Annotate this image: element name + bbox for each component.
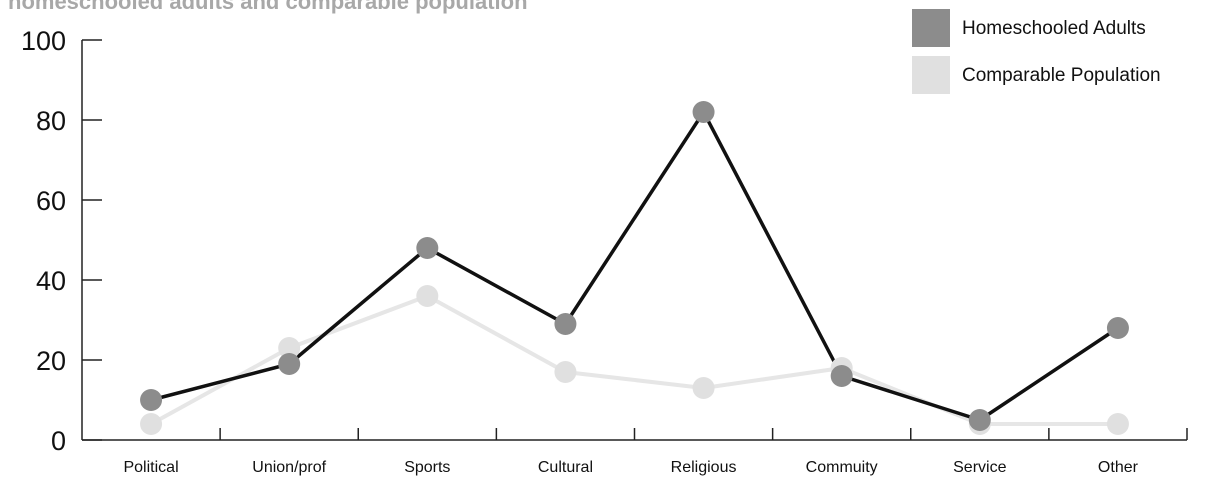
data-point-homeschooled-adults-cultural: [554, 313, 577, 335]
data-point-comparable-population-union-prof: [278, 337, 301, 359]
y-tick-label: 0: [51, 426, 66, 456]
x-tick-label: Other: [1098, 459, 1139, 476]
legend-swatch-homeschooled-adults: [912, 9, 950, 47]
y-tick-label: 80: [36, 106, 66, 136]
data-point-comparable-population-cultural: [554, 361, 577, 383]
y-tick-label: 40: [36, 266, 66, 296]
data-point-comparable-population-other: [1106, 413, 1129, 435]
x-tick-label: Religious: [671, 459, 737, 476]
x-tick-label: Political: [123, 459, 178, 476]
legend-label-homeschooled-adults: Homeschooled Adults: [962, 18, 1146, 39]
series-line-comparable-population: [150, 294, 1118, 426]
data-point-comparable-population-sports: [416, 285, 439, 307]
legend: Homeschooled Adults Comparable Population: [912, 9, 1161, 94]
y-tick-label: 100: [21, 26, 66, 56]
data-point-comparable-population-political: [140, 413, 163, 435]
series-lines: [150, 110, 1119, 426]
data-point-homeschooled-adults-commuity: [830, 365, 853, 387]
x-tick-label: Cultural: [538, 459, 593, 476]
data-point-homeschooled-adults-union-prof: [278, 353, 301, 375]
data-point-homeschooled-adults-service: [968, 409, 991, 431]
x-tick-label: Union/prof: [252, 459, 326, 476]
data-point-homeschooled-adults-religious: [692, 101, 715, 123]
chart-title: homeschooled adults and comparable popul…: [8, 0, 528, 14]
series-line-homeschooled-adults: [150, 110, 1119, 422]
data-point-homeschooled-adults-other: [1106, 317, 1129, 339]
legend-label-comparable-population: Comparable Population: [962, 65, 1161, 86]
legend-swatch-comparable-population: [912, 56, 950, 94]
axes: 0 20 40 60 80 100 Political Union/prof Sports Cul…: [21, 26, 1188, 476]
data-point-homeschooled-adults-sports: [416, 237, 439, 259]
x-tick-label: Sports: [404, 459, 450, 476]
data-point-homeschooled-adults-political: [140, 389, 163, 411]
data-point-comparable-population-religious: [692, 377, 715, 399]
x-tick-label: Service: [953, 459, 1006, 476]
x-tick-label: Commuity: [806, 459, 878, 476]
y-tick-label: 20: [36, 346, 66, 376]
y-tick-label: 60: [36, 186, 66, 216]
series-points: [140, 101, 1129, 435]
